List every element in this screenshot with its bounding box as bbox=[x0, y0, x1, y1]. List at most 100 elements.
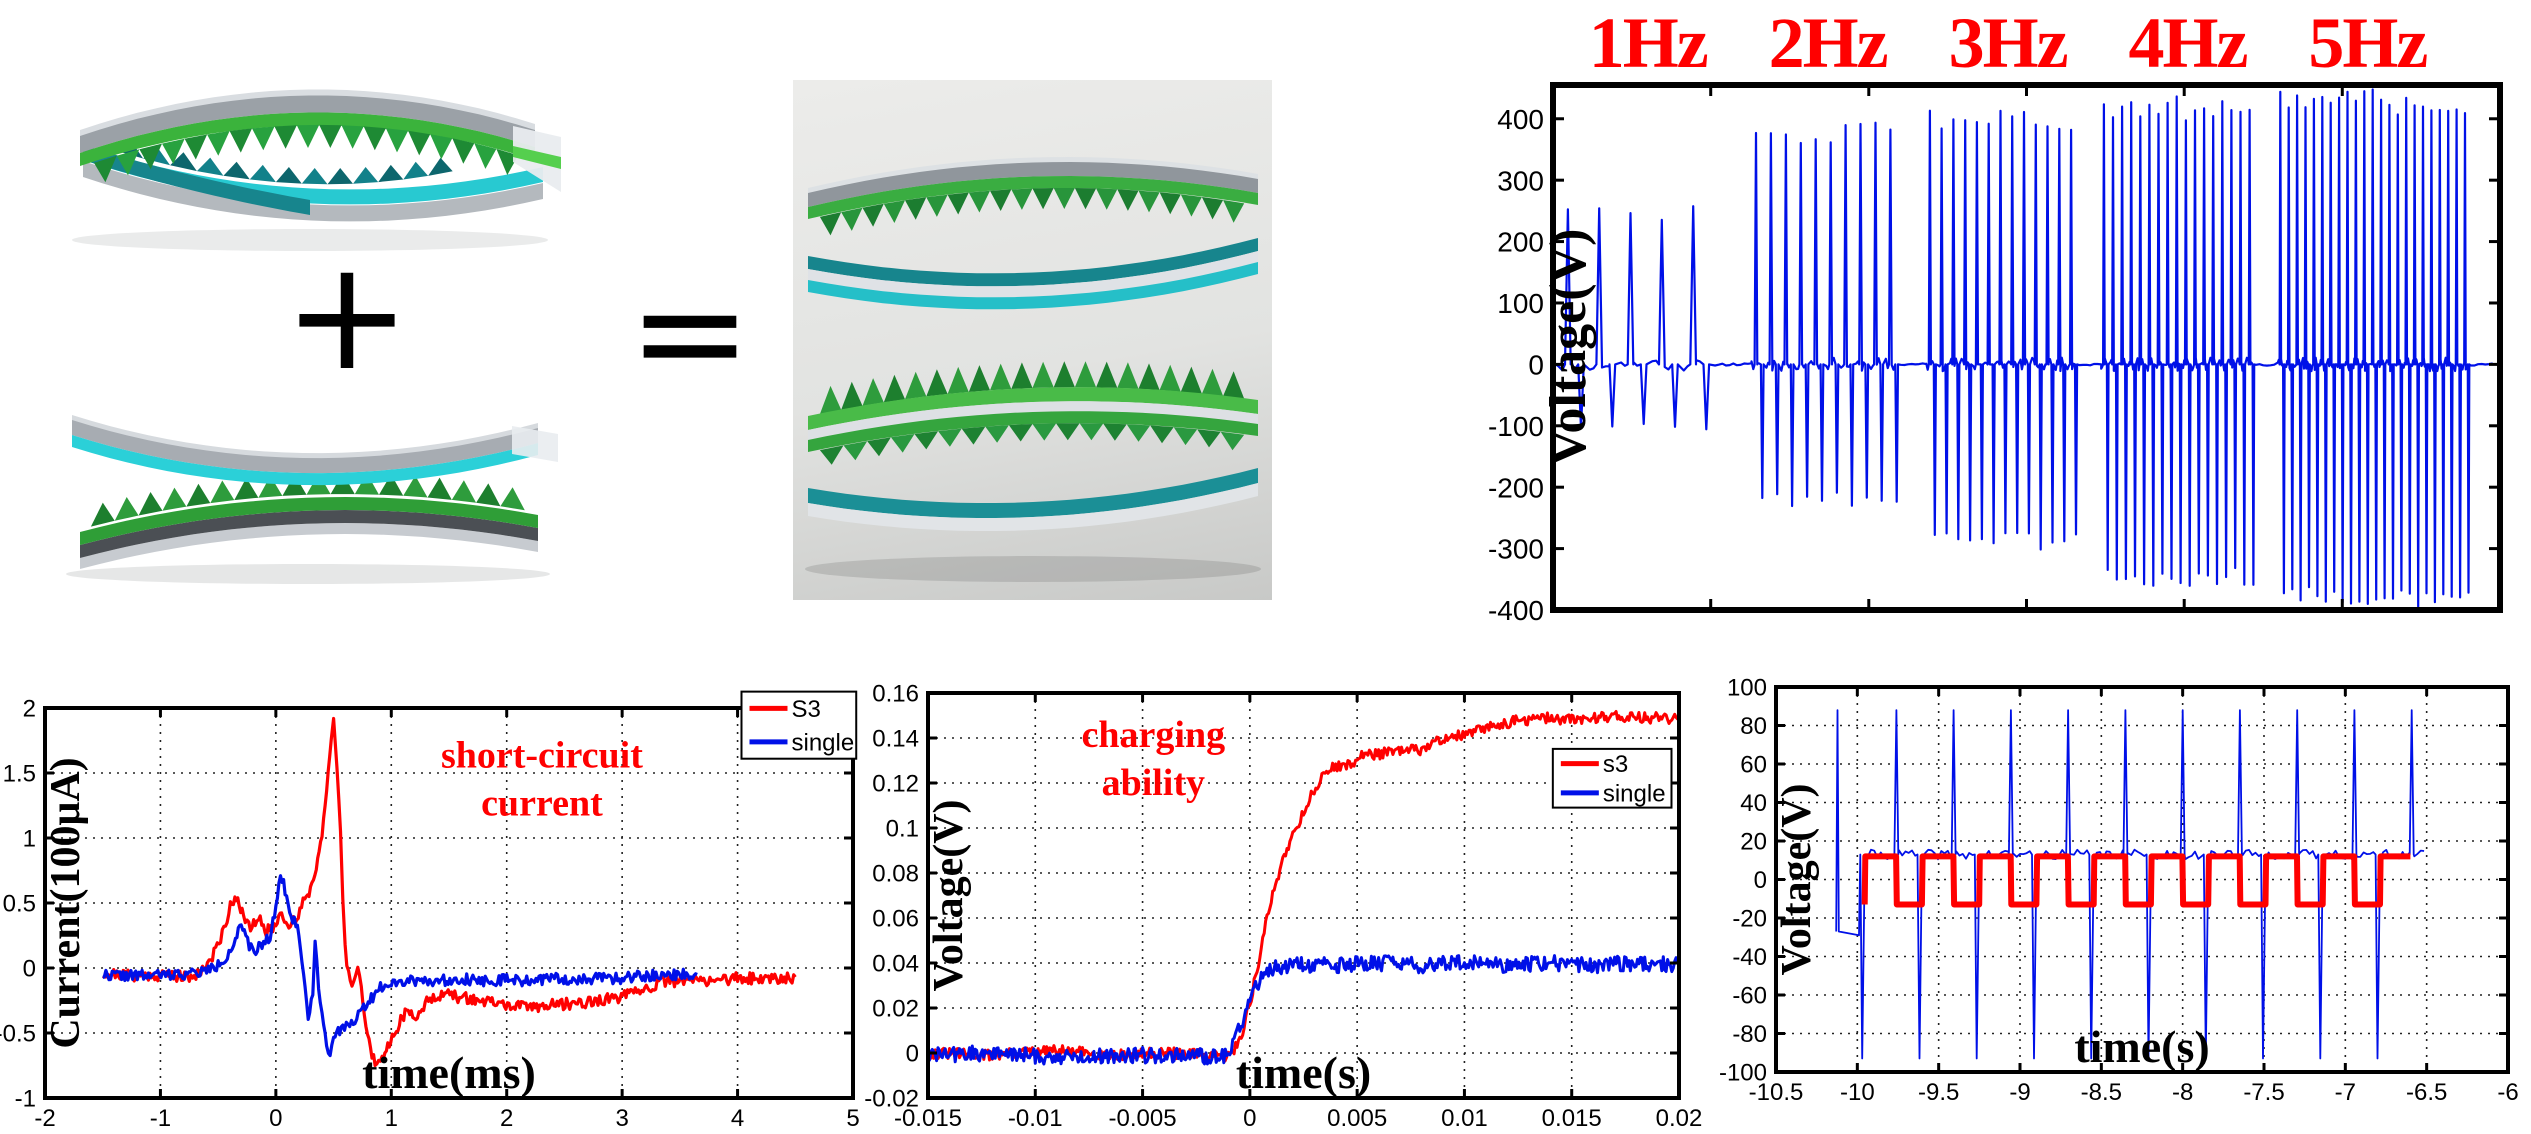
series-voltage bbox=[1552, 88, 2493, 608]
grid bbox=[1776, 687, 2508, 1072]
equals-operator: = bbox=[627, 246, 752, 418]
axis-ticks bbox=[45, 708, 853, 1098]
legend: s3 single bbox=[1551, 747, 1673, 809]
axis-ticks bbox=[1553, 85, 2500, 610]
svg-text:0: 0 bbox=[269, 1105, 282, 1132]
chart-short-circuit-current: -2-1012345-1-0.500.511.52Current(100μA)t… bbox=[0, 660, 862, 1134]
svg-text:100: 100 bbox=[1727, 675, 1767, 702]
svg-text:0.08: 0.08 bbox=[872, 861, 919, 888]
x-axis-label: time(s) bbox=[2074, 1021, 2209, 1072]
svg-text:-6: -6 bbox=[2497, 1079, 2518, 1106]
svg-text:5: 5 bbox=[846, 1105, 859, 1132]
frequency-labels: 1Hz 2Hz 3Hz 4Hz 5Hz bbox=[1332, 0, 2531, 83]
svg-text:-200: -200 bbox=[1488, 472, 1544, 503]
svg-text:200: 200 bbox=[1497, 227, 1544, 258]
svg-text:-9: -9 bbox=[2009, 1079, 2030, 1106]
frequency-label-2hz: 2Hz bbox=[1768, 3, 1889, 83]
charging-ability-svg: -0.015 -0.01 -0.005 0 0.005 0.01 0.015 0.02 -0.0… bbox=[864, 681, 1702, 1132]
svg-text:-100: -100 bbox=[1719, 1060, 1767, 1087]
svg-text:0.14: 0.14 bbox=[872, 726, 919, 753]
annotation-line: short-circuit bbox=[441, 734, 643, 776]
svg-text:0.02: 0.02 bbox=[1656, 1105, 1703, 1132]
svg-text:0.005: 0.005 bbox=[1327, 1105, 1387, 1132]
frequency-label-5hz: 5Hz bbox=[2308, 3, 2428, 83]
x-axis-label: time(s) bbox=[1236, 1047, 1371, 1098]
frequency-label-1hz: 1Hz bbox=[1588, 3, 1709, 83]
tick-labels: -10.5 -10 -9.5 -9 -8.5 -8 -7.5 -7 -6.5 -6 -100 -80 -… bbox=[1719, 675, 2519, 1106]
axis-ticks bbox=[928, 693, 1679, 1098]
chart-voltage-frequency: 1Hz 2Hz 3Hz 4Hz 5Hz 400 300 200 100 0 -100 -200 -30… bbox=[1332, 0, 2531, 660]
svg-text:0: 0 bbox=[1528, 349, 1544, 380]
svg-text:-7.5: -7.5 bbox=[2243, 1079, 2284, 1106]
tick-labels: -0.015 -0.01 -0.005 0 0.005 0.01 0.015 0.02 -0.0… bbox=[864, 681, 1702, 1132]
chart-voltage-frequency-canvas: 400 300 200 100 0 -100 -200 -300 -400 Voltage(V) bbox=[1332, 80, 2531, 660]
annotation-line: current bbox=[481, 782, 603, 824]
svg-text:-300: -300 bbox=[1488, 534, 1544, 565]
svg-text:4: 4 bbox=[731, 1105, 744, 1132]
svg-text:-40: -40 bbox=[1732, 944, 1767, 971]
series-single bbox=[927, 954, 1681, 1066]
svg-text:0: 0 bbox=[1754, 867, 1767, 894]
chart-charging-ability: -0.015 -0.01 -0.005 0 0.005 0.01 0.015 0.02 -0.0… bbox=[862, 660, 1710, 1134]
svg-text:100: 100 bbox=[1497, 288, 1544, 319]
y-axis-label: Voltage(V) bbox=[926, 799, 972, 991]
svg-text:-2: -2 bbox=[34, 1105, 55, 1132]
svg-text:-10: -10 bbox=[1840, 1079, 1875, 1106]
svg-text:-6.5: -6.5 bbox=[2406, 1079, 2447, 1106]
svg-text:-0.015: -0.015 bbox=[894, 1105, 962, 1132]
svg-text:1: 1 bbox=[23, 826, 36, 853]
output-voltage-vs-frequency-svg: 400 300 200 100 0 -100 -200 -300 -400 Voltage(V) bbox=[1488, 82, 2503, 626]
svg-text:-60: -60 bbox=[1732, 983, 1767, 1010]
chart-charging-ability-canvas: -0.015 -0.01 -0.005 0 0.005 0.01 0.015 0.02 -0.0… bbox=[862, 660, 1710, 1134]
svg-text:0.01: 0.01 bbox=[1441, 1105, 1488, 1132]
svg-text:-0.01: -0.01 bbox=[1008, 1105, 1063, 1132]
grid bbox=[45, 708, 853, 1098]
svg-text:0.06: 0.06 bbox=[872, 906, 919, 933]
device-composition-panel: + = bbox=[0, 0, 1290, 660]
svg-text:-0.5: -0.5 bbox=[0, 1021, 36, 1048]
svg-text:0.12: 0.12 bbox=[872, 771, 919, 798]
svg-text:0.015: 0.015 bbox=[1542, 1105, 1602, 1132]
svg-text:-80: -80 bbox=[1732, 1021, 1767, 1048]
svg-text:s3: s3 bbox=[1603, 751, 1628, 778]
svg-text:single: single bbox=[1603, 781, 1666, 808]
y-axis-label: Current(100μA) bbox=[43, 757, 89, 1048]
svg-text:0: 0 bbox=[1243, 1105, 1256, 1132]
svg-text:40: 40 bbox=[1740, 790, 1767, 817]
axis-border bbox=[1774, 685, 2510, 1074]
svg-text:20: 20 bbox=[1740, 829, 1767, 856]
svg-text:S3: S3 bbox=[791, 696, 820, 723]
tick-labels: 400 300 200 100 0 -100 -200 -300 -400 bbox=[1488, 104, 1544, 626]
y-axis-label: Voltage(V) bbox=[1540, 229, 1597, 467]
stacked-device-illustration bbox=[805, 157, 1261, 582]
series-s3 bbox=[926, 710, 1680, 1063]
plus-operator: + bbox=[283, 227, 411, 404]
frequency-label-4hz: 4Hz bbox=[2128, 3, 2249, 83]
axis-ticks bbox=[1776, 687, 2508, 1072]
svg-text:0.16: 0.16 bbox=[872, 681, 919, 708]
svg-text:1: 1 bbox=[385, 1105, 398, 1132]
x-axis-label: time(ms) bbox=[362, 1047, 536, 1098]
svg-text:-400: -400 bbox=[1488, 595, 1544, 626]
svg-text:-8: -8 bbox=[2172, 1079, 2193, 1106]
single-device-illustration bbox=[66, 415, 558, 584]
chart-stability-voltage: -10.5 -10 -9.5 -9 -8.5 -8 -7.5 -7 -6.5 -6 -100 -80 -… bbox=[1700, 660, 2531, 1134]
annotation-line: ability bbox=[1102, 762, 1205, 804]
legend: S3 single bbox=[740, 690, 858, 760]
svg-text:3: 3 bbox=[615, 1105, 628, 1132]
arch-device-illustration bbox=[72, 89, 561, 251]
frequency-label-3hz: 3Hz bbox=[1948, 3, 2069, 83]
svg-text:2: 2 bbox=[23, 696, 36, 723]
svg-text:2: 2 bbox=[500, 1105, 513, 1132]
svg-text:-0.02: -0.02 bbox=[864, 1086, 919, 1113]
svg-text:-9.5: -9.5 bbox=[1918, 1079, 1959, 1106]
svg-text:0.5: 0.5 bbox=[3, 891, 36, 918]
series-s3-square bbox=[1861, 853, 2411, 908]
svg-text:-10.5: -10.5 bbox=[1749, 1079, 1804, 1106]
chart-stability-voltage-canvas: -10.5 -10 -9.5 -9 -8.5 -8 -7.5 -7 -6.5 -6 -100 -80 -… bbox=[1700, 660, 2531, 1134]
svg-text:-1: -1 bbox=[15, 1086, 36, 1113]
svg-text:-8.5: -8.5 bbox=[2081, 1079, 2122, 1106]
svg-text:0: 0 bbox=[23, 956, 36, 983]
